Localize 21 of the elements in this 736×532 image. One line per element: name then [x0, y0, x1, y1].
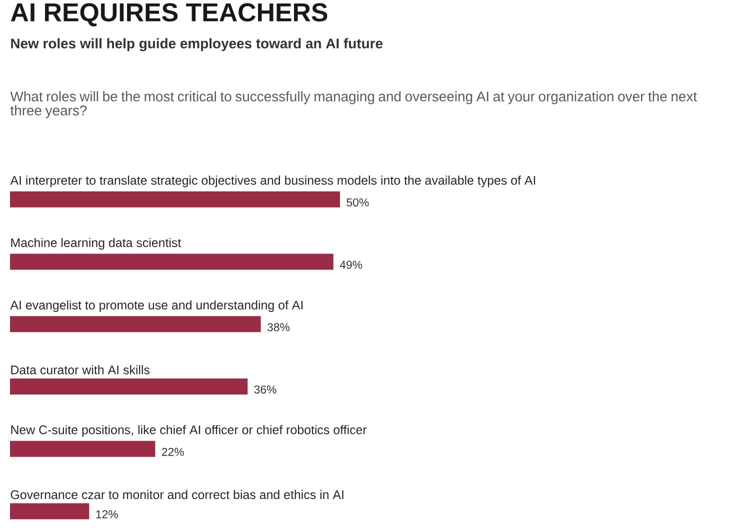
- bar: [10, 378, 248, 395]
- y-tick-label: Machine learning data scientist: [11, 238, 182, 250]
- data-label: 38%: [267, 323, 290, 332]
- data-label: 49%: [340, 260, 362, 269]
- data-label: 36%: [254, 385, 276, 394]
- bar: [10, 316, 261, 332]
- y-tick-label: AI interpreter to translate strategic objectives and business models into the available types of AI: [10, 176, 536, 188]
- bar: [10, 191, 340, 208]
- data-label: 22%: [162, 448, 184, 456]
- y-tick-label: New C-suite positions, like chief AI officer or chief robotics officer: [11, 425, 367, 437]
- data-label: 50%: [346, 198, 369, 206]
- y-tick-label: Governance czar to monitor and correct bias and ethics in AI: [10, 490, 344, 500]
- bar: [10, 254, 334, 270]
- y-tick-label: AI evangelist to promote use and understanding of AI: [10, 300, 303, 312]
- chart-subtitle: New roles will help guide employees toward an AI future: [11, 38, 383, 52]
- y-tick-label: Data curator with AI skills: [11, 365, 150, 374]
- data-label: 12%: [96, 510, 118, 518]
- chart-title: AI REQUIRES TEACHERS: [10, 3, 328, 26]
- bar: [10, 503, 90, 520]
- text: What roles will be the most critical to successfully managing and overseeing AI at your organization over the next three years?: [10, 91, 697, 118]
- bar: [10, 440, 156, 457]
